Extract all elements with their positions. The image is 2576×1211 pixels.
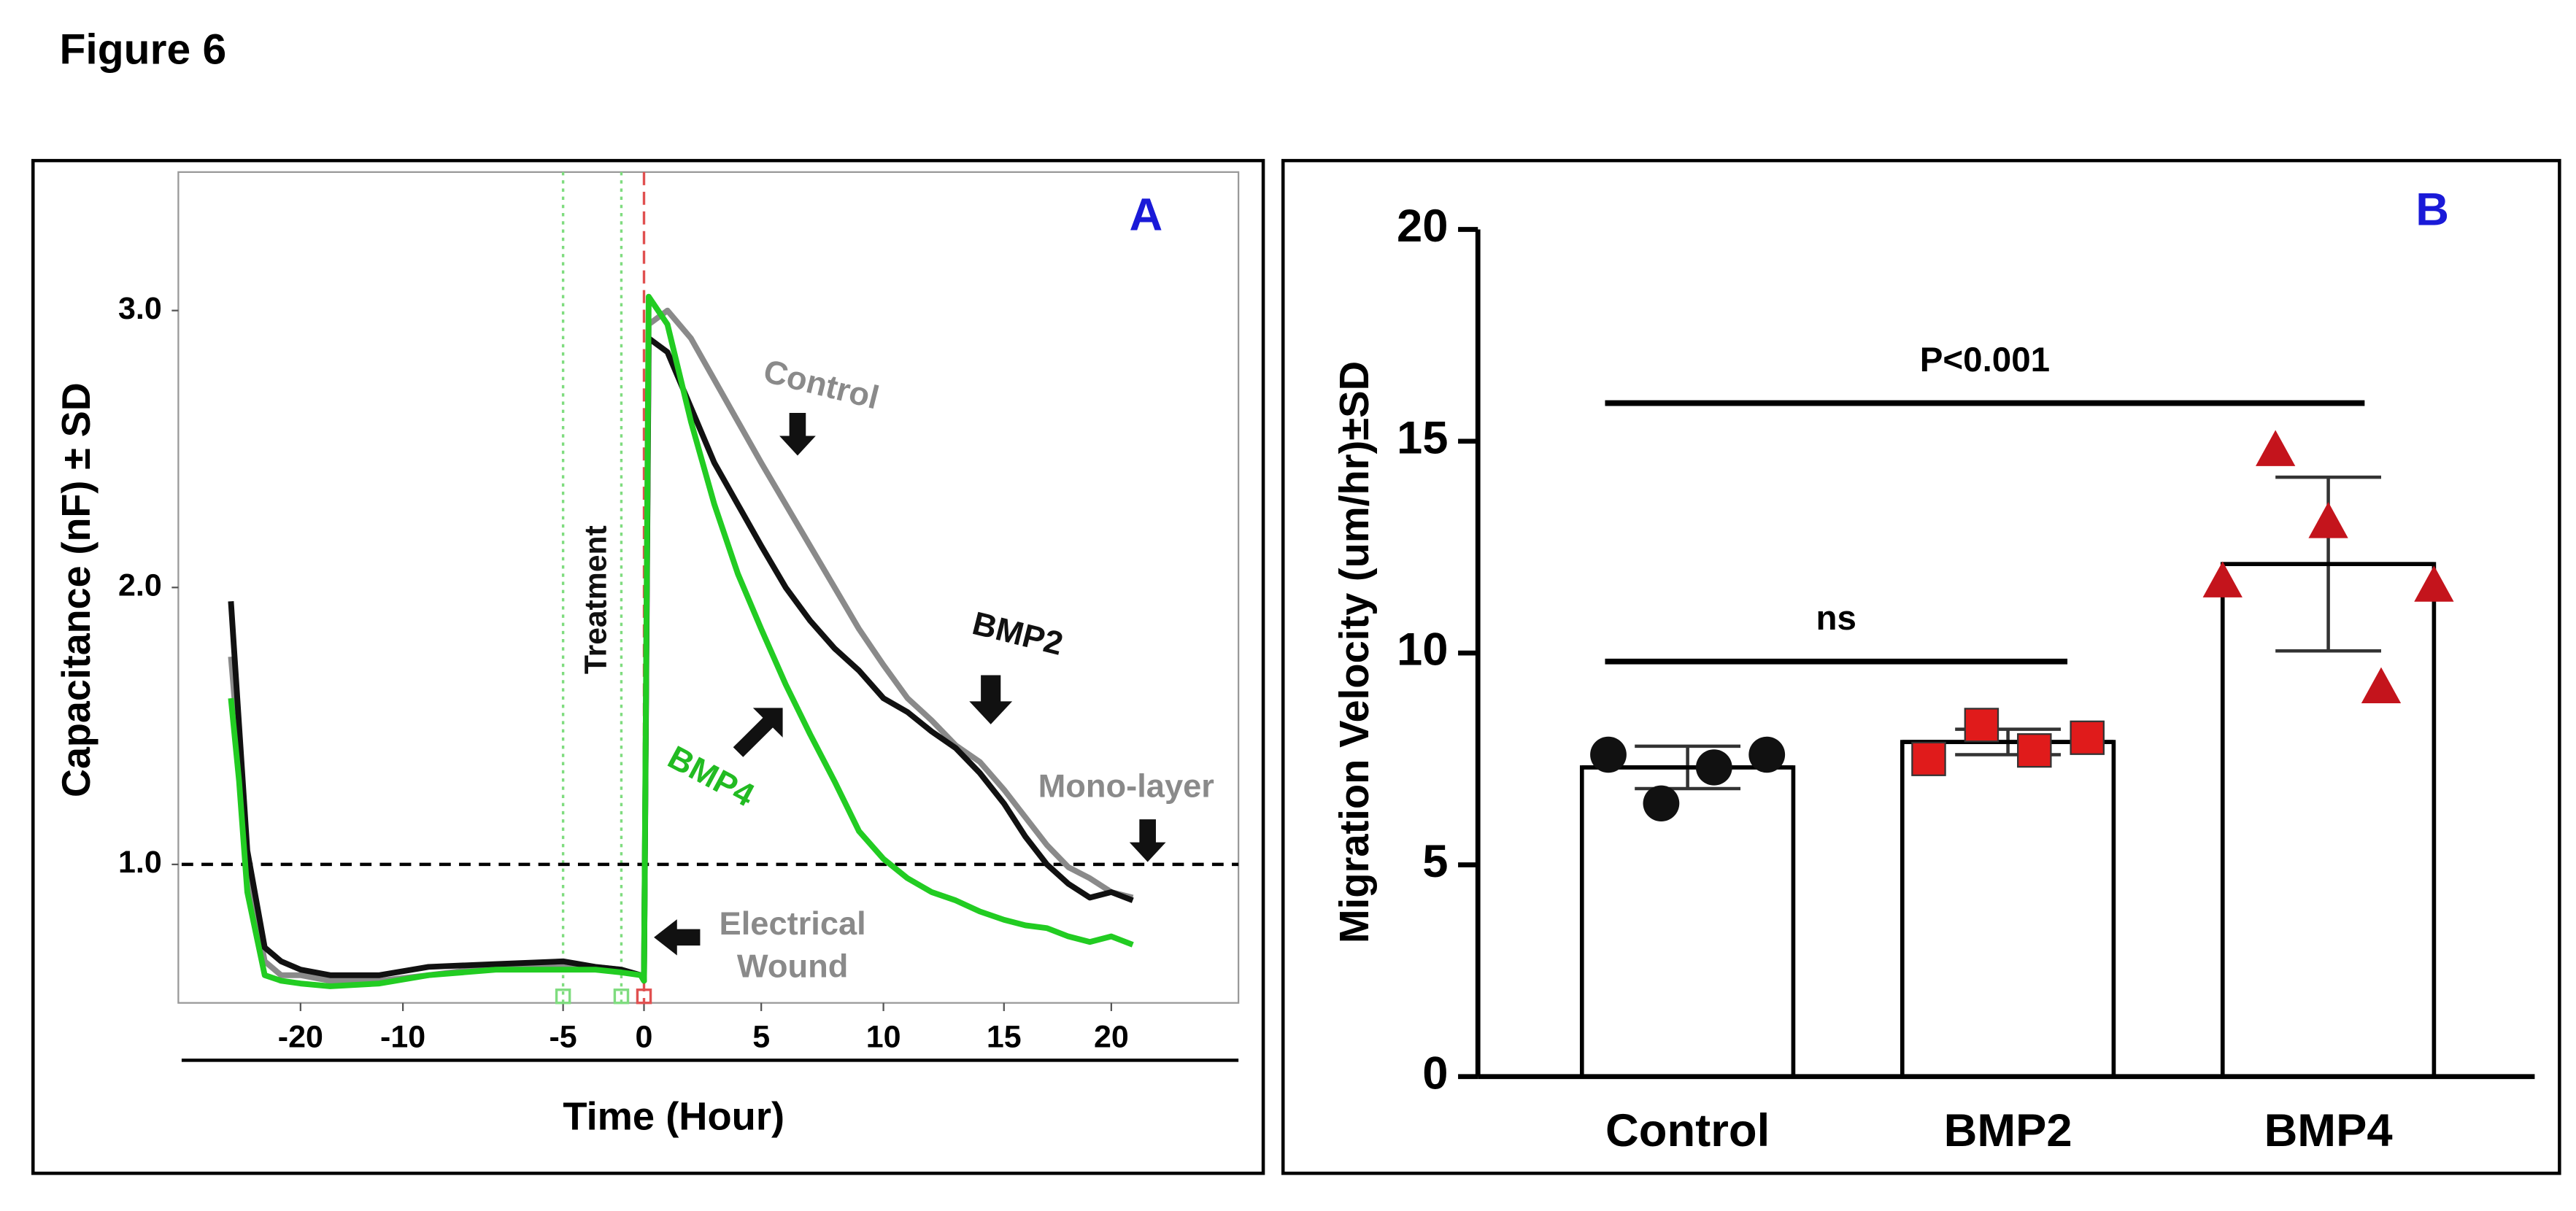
x-tick-label: -5 xyxy=(549,1020,577,1055)
annotation: Mono-layer xyxy=(1038,767,1214,804)
reference-marker xyxy=(555,988,571,1005)
data-point xyxy=(2361,667,2402,704)
data-point xyxy=(2256,430,2296,466)
panel-b-frame xyxy=(1281,158,2561,1175)
panel-label: A xyxy=(1130,190,1163,241)
x-tick-label: Control xyxy=(1605,1105,1770,1156)
data-point xyxy=(1590,736,1627,773)
figure-title: Figure 6 xyxy=(59,26,226,73)
reference-marker xyxy=(613,988,630,1005)
significance-label: P<0.001 xyxy=(1920,341,2050,379)
x-tick-label: BMP2 xyxy=(1944,1105,2072,1156)
y-tick-label: 5 xyxy=(1422,836,1448,887)
data-point xyxy=(2202,561,2243,597)
annotation: BMP2 xyxy=(969,604,1067,662)
x-tick-label: 5 xyxy=(752,1020,770,1055)
significance-label: ns xyxy=(1816,599,1856,638)
data-point xyxy=(2070,720,2105,755)
plot-frame xyxy=(177,171,1240,1004)
data-point xyxy=(1748,736,1786,773)
y-tick-label: 15 xyxy=(1397,413,1448,464)
data-point xyxy=(1911,741,1946,776)
y-tick-label: 20 xyxy=(1397,201,1448,252)
x-axis-label: Time (Hour) xyxy=(563,1095,784,1139)
y-tick-label: 1.0 xyxy=(118,845,162,880)
y-tick-label: 0 xyxy=(1422,1048,1448,1099)
y-axis-label: Capacitance (nF) ± SD xyxy=(55,382,99,797)
series-line xyxy=(228,293,1134,989)
y-tick-label: 10 xyxy=(1397,624,1448,676)
x-tick-label: 0 xyxy=(636,1020,653,1055)
data-point xyxy=(1964,708,2000,743)
y-tick-label: 3.0 xyxy=(118,291,162,326)
x-tick-label: 20 xyxy=(1094,1020,1129,1055)
data-point xyxy=(1643,785,1680,821)
x-tick-label: -20 xyxy=(278,1020,323,1055)
x-tick-label: 15 xyxy=(987,1020,1022,1055)
arrow xyxy=(733,708,783,757)
data-point xyxy=(2017,733,2052,768)
bar xyxy=(1900,740,2116,1079)
series-line xyxy=(228,335,1134,984)
series-line xyxy=(228,307,1134,984)
reference-marker xyxy=(636,988,652,1005)
data-point xyxy=(2308,502,2348,538)
annotation: Electrical xyxy=(720,905,866,942)
y-axis-label: Migration Velocity (um/hr)±SD xyxy=(1331,361,1377,943)
arrow xyxy=(969,675,1013,724)
bar xyxy=(1579,765,1796,1079)
x-tick-label: -10 xyxy=(380,1020,425,1055)
arrow xyxy=(779,413,816,456)
arrow xyxy=(654,919,701,956)
x-tick-label: 10 xyxy=(866,1020,901,1055)
arrow xyxy=(1129,819,1166,862)
data-point xyxy=(2414,565,2454,602)
annotation: Control xyxy=(760,352,882,417)
data-point xyxy=(1695,749,1732,786)
annotation: Wound xyxy=(737,948,848,985)
panel-a-frame xyxy=(31,158,1265,1175)
panel-label: B xyxy=(2415,185,2449,236)
y-tick-label: 2.0 xyxy=(118,568,162,603)
annotation: Treatment xyxy=(578,525,613,674)
x-tick-label: BMP4 xyxy=(2264,1105,2393,1156)
